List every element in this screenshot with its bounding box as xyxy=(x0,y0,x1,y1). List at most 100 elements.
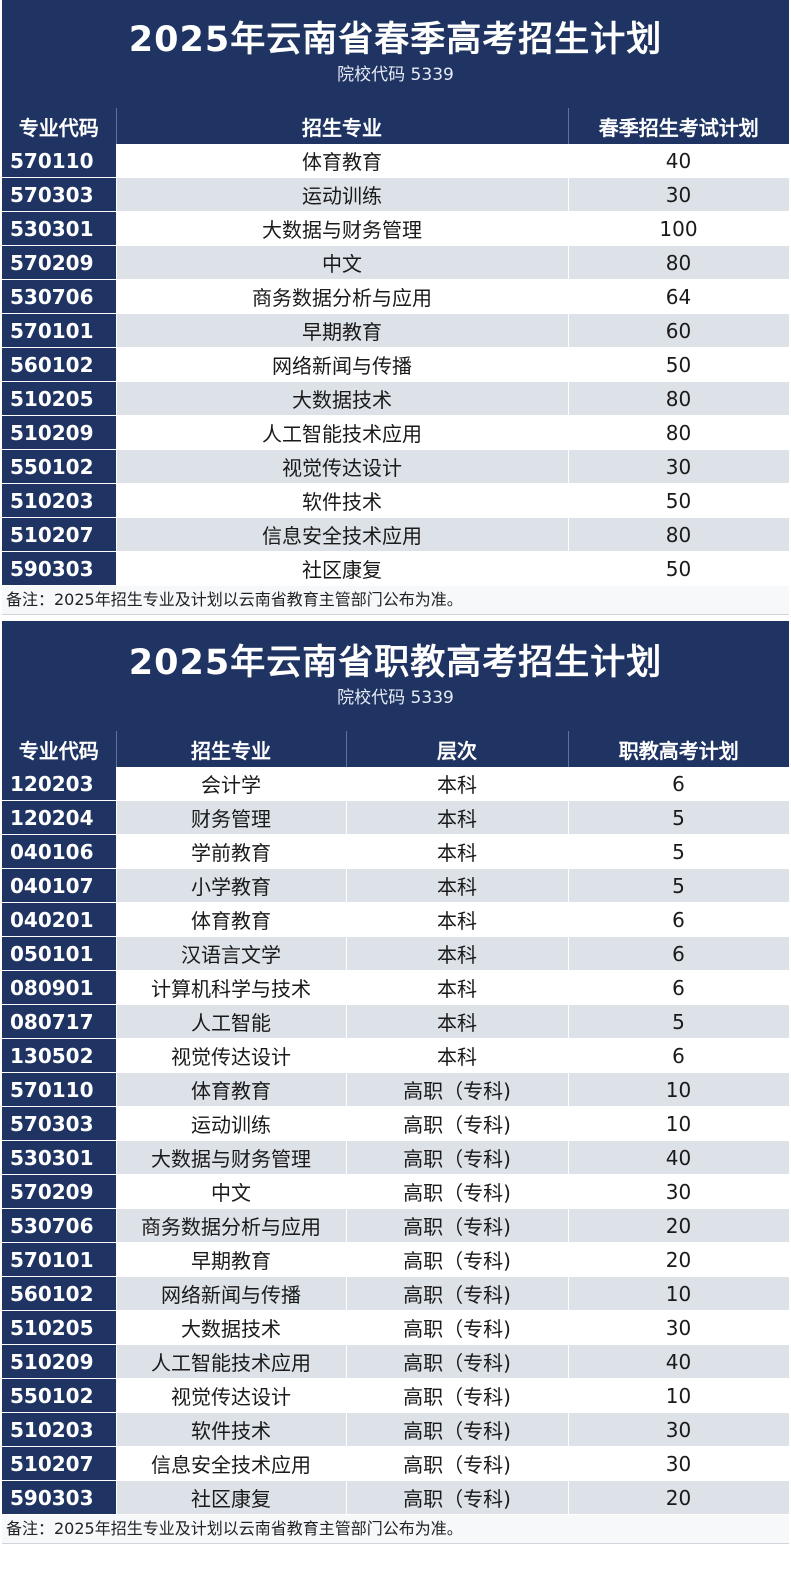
plan-count-cell: 64 xyxy=(568,279,790,314)
plan-count-cell: 6 xyxy=(568,767,790,801)
table-row: 120204 财务管理 本科 5 xyxy=(2,800,790,835)
major-name-cell: 信息安全技术应用 xyxy=(116,1446,347,1481)
table-row: 510207 信息安全技术应用 高职（专科) 30 xyxy=(2,1446,790,1481)
plan-count-cell: 10 xyxy=(568,1106,790,1141)
major-name-cell: 大数据技术 xyxy=(116,381,569,416)
vocational-title: 2025年云南省职教高考招生计划 xyxy=(128,643,663,683)
level-cell: 高职（专科) xyxy=(346,1208,569,1243)
plan-count-cell: 5 xyxy=(568,800,790,835)
major-code-cell: 570303 xyxy=(2,177,117,212)
major-code-cell: 570110 xyxy=(2,144,117,178)
major-name-cell: 人工智能技术应用 xyxy=(116,1344,347,1379)
table-row: 590303 社区康复 高职（专科) 20 xyxy=(2,1480,790,1515)
major-code-cell: 510203 xyxy=(2,1412,117,1447)
major-code-cell: 510205 xyxy=(2,1310,117,1345)
plan-count-cell: 20 xyxy=(568,1242,790,1277)
table-row: 530301 大数据与财务管理 100 xyxy=(2,211,790,246)
major-code-cell: 570303 xyxy=(2,1106,117,1141)
major-code-cell: 550102 xyxy=(2,449,117,484)
vocational-title-block: 2025年云南省职教高考招生计划 院校代码 5339 xyxy=(2,621,789,731)
major-name-cell: 学前教育 xyxy=(116,834,347,869)
level-cell: 高职（专科) xyxy=(346,1446,569,1481)
table-row: 560102 网络新闻与传播 高职（专科) 10 xyxy=(2,1276,790,1311)
major-name-cell: 网络新闻与传播 xyxy=(116,1276,347,1311)
major-name-cell: 体育教育 xyxy=(116,1072,347,1107)
major-name-cell: 人工智能技术应用 xyxy=(116,415,569,450)
major-name-cell: 商务数据分析与应用 xyxy=(116,1208,347,1243)
major-name-cell: 体育教育 xyxy=(116,144,569,178)
plan-count-cell: 80 xyxy=(568,517,790,552)
spring-header-row: 专业代码 招生专业 春季招生考试计划 xyxy=(2,108,789,144)
plan-count-cell: 40 xyxy=(568,1344,790,1379)
level-cell: 本科 xyxy=(346,936,569,971)
major-code-cell: 570101 xyxy=(2,1242,117,1277)
plan-count-cell: 10 xyxy=(568,1072,790,1107)
plan-count-cell: 30 xyxy=(568,1446,790,1481)
level-cell: 高职（专科) xyxy=(346,1174,569,1209)
level-cell: 本科 xyxy=(346,1004,569,1039)
major-code-cell: 590303 xyxy=(2,551,117,586)
table-row: 590303 社区康复 50 xyxy=(2,551,790,586)
vocational-plan-table: 专业代码 招生专业 层次 职教高考计划 120203 会计学 本科 6 120204 财务… xyxy=(2,731,790,1515)
spring-title-block: 2025年云南省春季高考招生计划 院校代码 5339 xyxy=(2,0,789,108)
plan-count-cell: 5 xyxy=(568,868,790,903)
major-name-cell: 商务数据分析与应用 xyxy=(116,279,569,314)
major-code-cell: 570209 xyxy=(2,1174,117,1209)
table-row: 080901 计算机科学与技术 本科 6 xyxy=(2,970,790,1005)
major-code-cell: 530301 xyxy=(2,1140,117,1175)
table-row: 530301 大数据与财务管理 高职（专科) 40 xyxy=(2,1140,790,1175)
major-code-cell: 080717 xyxy=(2,1004,117,1039)
table-row: 570209 中文 高职（专科) 30 xyxy=(2,1174,790,1209)
table-row: 550102 视觉传达设计 高职（专科) 10 xyxy=(2,1378,790,1413)
major-code-cell: 530706 xyxy=(2,1208,117,1243)
plan-count-cell: 50 xyxy=(568,551,790,586)
major-name-cell: 大数据技术 xyxy=(116,1310,347,1345)
column-header-plan: 职教高考计划 xyxy=(568,731,789,767)
table-row: 570101 早期教育 高职（专科) 20 xyxy=(2,1242,790,1277)
major-name-cell: 信息安全技术应用 xyxy=(116,517,569,552)
major-name-cell: 大数据与财务管理 xyxy=(116,211,569,246)
plan-count-cell: 6 xyxy=(568,1038,790,1073)
major-code-cell: 570110 xyxy=(2,1072,117,1107)
plan-count-cell: 10 xyxy=(568,1276,790,1311)
major-code-cell: 510207 xyxy=(2,517,117,552)
plan-count-cell: 6 xyxy=(568,970,790,1005)
level-cell: 本科 xyxy=(346,1038,569,1073)
major-name-cell: 计算机科学与技术 xyxy=(116,970,347,1005)
plan-count-cell: 5 xyxy=(568,834,790,869)
table-row: 570110 体育教育 高职（专科) 10 xyxy=(2,1072,790,1107)
spring-table-body: 570110 体育教育 40 570303 运动训练 30 530301 大数据与财务管理 10… xyxy=(2,144,790,586)
spring-plan-sheet: 2025年云南省春季高考招生计划 院校代码 5339 专业代码 招生专业 春季招… xyxy=(2,0,790,615)
level-cell: 本科 xyxy=(346,767,569,801)
major-code-cell: 130502 xyxy=(2,1038,117,1073)
major-name-cell: 软件技术 xyxy=(116,483,569,518)
major-code-cell: 120204 xyxy=(2,800,117,835)
section-separator xyxy=(0,615,791,621)
major-code-cell: 510207 xyxy=(2,1446,117,1481)
major-code-cell: 120203 xyxy=(2,767,117,801)
level-cell: 本科 xyxy=(346,902,569,937)
plan-count-cell: 50 xyxy=(568,483,790,518)
plan-count-cell: 40 xyxy=(568,144,790,178)
major-name-cell: 早期教育 xyxy=(116,1242,347,1277)
plan-count-cell: 30 xyxy=(568,449,790,484)
vocational-subtitle: 院校代码 5339 xyxy=(337,688,454,708)
table-row: 550102 视觉传达设计 30 xyxy=(2,449,790,484)
plan-count-cell: 40 xyxy=(568,1140,790,1175)
vocational-table-body: 120203 会计学 本科 6 120204 财务管理 本科 5 040106 学前教育 本科 5 04… xyxy=(2,767,790,1515)
plan-count-cell: 10 xyxy=(568,1378,790,1413)
level-cell: 高职（专科) xyxy=(346,1242,569,1277)
table-row: 510209 人工智能技术应用 80 xyxy=(2,415,790,450)
major-code-cell: 040107 xyxy=(2,868,117,903)
major-code-cell: 510209 xyxy=(2,1344,117,1379)
spring-note: 备注：2025年招生专业及计划以云南省教育主管部门公布为准。 xyxy=(2,586,789,615)
major-name-cell: 早期教育 xyxy=(116,313,569,348)
major-code-cell: 550102 xyxy=(2,1378,117,1413)
major-code-cell: 510205 xyxy=(2,381,117,416)
column-header-code: 专业代码 xyxy=(2,108,117,144)
level-cell: 本科 xyxy=(346,970,569,1005)
table-row: 570209 中文 80 xyxy=(2,245,790,280)
column-header-plan: 春季招生考试计划 xyxy=(568,108,789,144)
plan-count-cell: 5 xyxy=(568,1004,790,1039)
major-code-cell: 590303 xyxy=(2,1480,117,1515)
